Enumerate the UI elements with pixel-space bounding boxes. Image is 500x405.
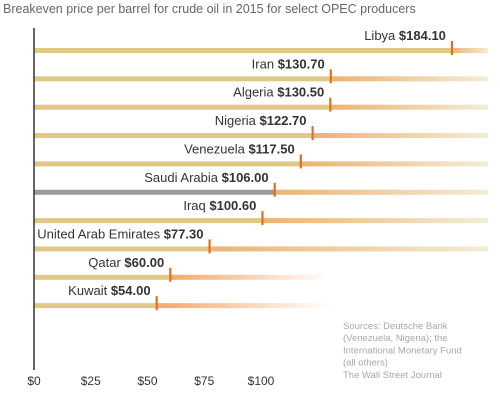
value-marker [155, 296, 158, 311]
bar [34, 303, 157, 309]
bar-row-6: Iraq $100.60 [34, 198, 488, 226]
bar-label: Iraq $100.60 [183, 198, 256, 213]
bar-row-9: Kuwait $54.00 [34, 283, 330, 311]
category-label: Saudi Arabia [144, 170, 221, 185]
value-label: $122.70 [260, 113, 307, 128]
bar [34, 133, 313, 139]
value-label: $184.10 [399, 28, 446, 43]
category-label: United Arab Emirates [37, 226, 163, 241]
category-label: Algeria [233, 85, 277, 100]
bar [34, 76, 331, 82]
bar-row-1: Iran $130.70 [34, 56, 488, 84]
bar [34, 274, 171, 280]
source-note-line: Sources: Deutsche Bank [343, 321, 448, 332]
x-tick-label: $100 [248, 374, 275, 388]
bar-tail [209, 246, 488, 252]
bar-tail [262, 218, 488, 224]
bar-fade [209, 246, 488, 252]
source-note-line: (Venezuela, Nigeria); the [343, 333, 448, 344]
x-tick-label: $0 [27, 374, 41, 388]
value-label: $130.50 [277, 85, 324, 100]
value-marker [450, 41, 454, 55]
chart-title: Breakeven price per barrel for crude oil… [3, 2, 416, 16]
value-label: $130.70 [278, 56, 325, 71]
bar-tail [274, 189, 488, 195]
category-label: Nigeria [215, 113, 260, 128]
bar-fade [330, 104, 488, 110]
bar-label: Kuwait $54.00 [68, 283, 150, 298]
bar-fade [156, 303, 330, 309]
bar-tail [312, 133, 488, 139]
bar-label: Nigeria $122.70 [215, 113, 307, 128]
bar-row-8: Qatar $60.00 [34, 255, 330, 282]
bar-label: Libya $184.10 [364, 28, 446, 43]
x-tick-label: $50 [137, 374, 157, 388]
category-label: Iraq [183, 198, 209, 213]
bar-label: Qatar $60.00 [88, 255, 164, 270]
bar-fade [451, 48, 488, 53]
bar-row-7: United Arab Emirates $77.30 [34, 226, 488, 254]
value-marker [273, 182, 276, 197]
category-label: Qatar [88, 255, 124, 270]
category-label: Venezuela [184, 141, 248, 156]
value-label: $100.60 [209, 198, 256, 213]
bar-label: United Arab Emirates $77.30 [37, 226, 203, 241]
value-label: $54.00 [111, 283, 151, 298]
bar-row-4: Venezuela $117.50 [34, 141, 488, 169]
bar-fade [170, 274, 330, 280]
category-label: Kuwait [68, 283, 111, 298]
x-tick-label: $25 [81, 374, 101, 388]
bar-label: Saudi Arabia $106.00 [144, 170, 268, 185]
bar [34, 218, 263, 224]
bar [34, 161, 301, 167]
bar-fade [330, 76, 488, 82]
value-marker [311, 126, 314, 141]
bar-fade [300, 161, 488, 167]
bar-row-3: Nigeria $122.70 [34, 113, 488, 141]
category-label: Iran [252, 56, 278, 71]
value-label: $77.30 [164, 226, 204, 241]
value-label: $106.00 [222, 170, 269, 185]
bar-label: Algeria $130.50 [233, 85, 324, 100]
value-marker [329, 69, 332, 84]
source-note-line: (all others) [343, 358, 388, 369]
bar-row-5: Saudi Arabia $106.00 [34, 170, 488, 197]
bar [34, 189, 275, 195]
source-note-line: International Monetary Fund [343, 345, 462, 356]
bar [34, 246, 210, 252]
bar [34, 48, 452, 53]
bar-tail [330, 104, 488, 110]
bar-row-0: Libya $184.10 [34, 28, 488, 55]
bar [34, 104, 331, 110]
value-marker [299, 154, 302, 169]
value-label: $117.50 [248, 141, 294, 156]
value-marker [169, 267, 172, 282]
bar-tail [300, 161, 488, 167]
bar-label: Iran $130.70 [252, 56, 325, 71]
bar-fade [312, 133, 488, 139]
bar-fade [262, 218, 488, 224]
bar-label: Venezuela $117.50 [184, 141, 295, 156]
value-marker [261, 211, 264, 226]
x-tick-label: $75 [194, 374, 214, 388]
value-marker [329, 97, 332, 112]
bar-tail [451, 48, 488, 53]
value-label: $60.00 [124, 255, 164, 270]
value-marker [208, 239, 211, 254]
source-note-line: The Wall Street Journal [343, 370, 442, 381]
bar-fade [274, 189, 488, 195]
category-label: Libya [364, 28, 399, 43]
bar-row-2: Algeria $130.50 [34, 85, 488, 112]
bar-tail [330, 76, 488, 82]
